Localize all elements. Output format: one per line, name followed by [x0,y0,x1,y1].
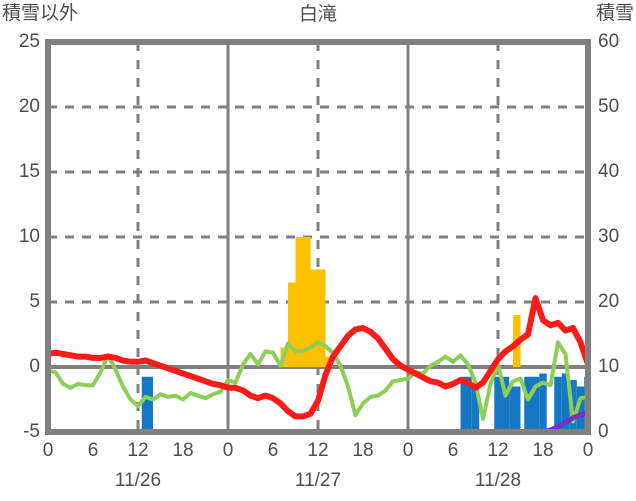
grid-layer [48,42,588,432]
x-tick-1: 6 [87,440,99,461]
x-tick-7: 18 [352,440,374,461]
x-tick-8: 0 [402,440,414,461]
day-label-1: 11/27 [294,470,342,491]
left-tick-25: 25 [18,31,40,52]
right-axis-title: 積雪 [595,3,634,24]
day-label-0: 11/26 [114,470,162,491]
right-tick-50: 50 [598,96,620,117]
x-tick-9: 6 [447,440,459,461]
x-tick-5: 6 [267,440,279,461]
right-tick-0: 0 [598,421,609,442]
x-tick-4: 0 [222,440,234,461]
plot-frame [45,39,591,435]
precipitation-bars [280,237,521,367]
right-tick-10: 10 [598,356,620,377]
left-tick-5: 5 [29,291,40,312]
x-tick-10: 12 [487,440,509,461]
x-tick-12: 0 [582,440,594,461]
left-tick-15: 15 [18,161,40,182]
x-tick-3: 18 [172,440,194,461]
left-tick-20: 20 [18,96,40,117]
left-tick-10: 10 [18,226,40,247]
left-tick-0: 0 [29,356,40,377]
day-label-2: 11/28 [474,470,522,491]
left-axis-title: 積雪以外 [2,3,79,24]
chart-title: 白滝 [298,4,337,25]
x-tick-2: 12 [127,440,149,461]
x-tick-0: 0 [42,440,54,461]
x-tick-6: 12 [307,440,329,461]
right-tick-30: 30 [598,226,620,247]
x-tick-11: 18 [532,440,554,461]
left-tick-neg5: -5 [23,421,40,442]
right-tick-60: 60 [598,31,620,52]
right-tick-40: 40 [598,161,620,182]
right-tick-20: 20 [598,291,620,312]
